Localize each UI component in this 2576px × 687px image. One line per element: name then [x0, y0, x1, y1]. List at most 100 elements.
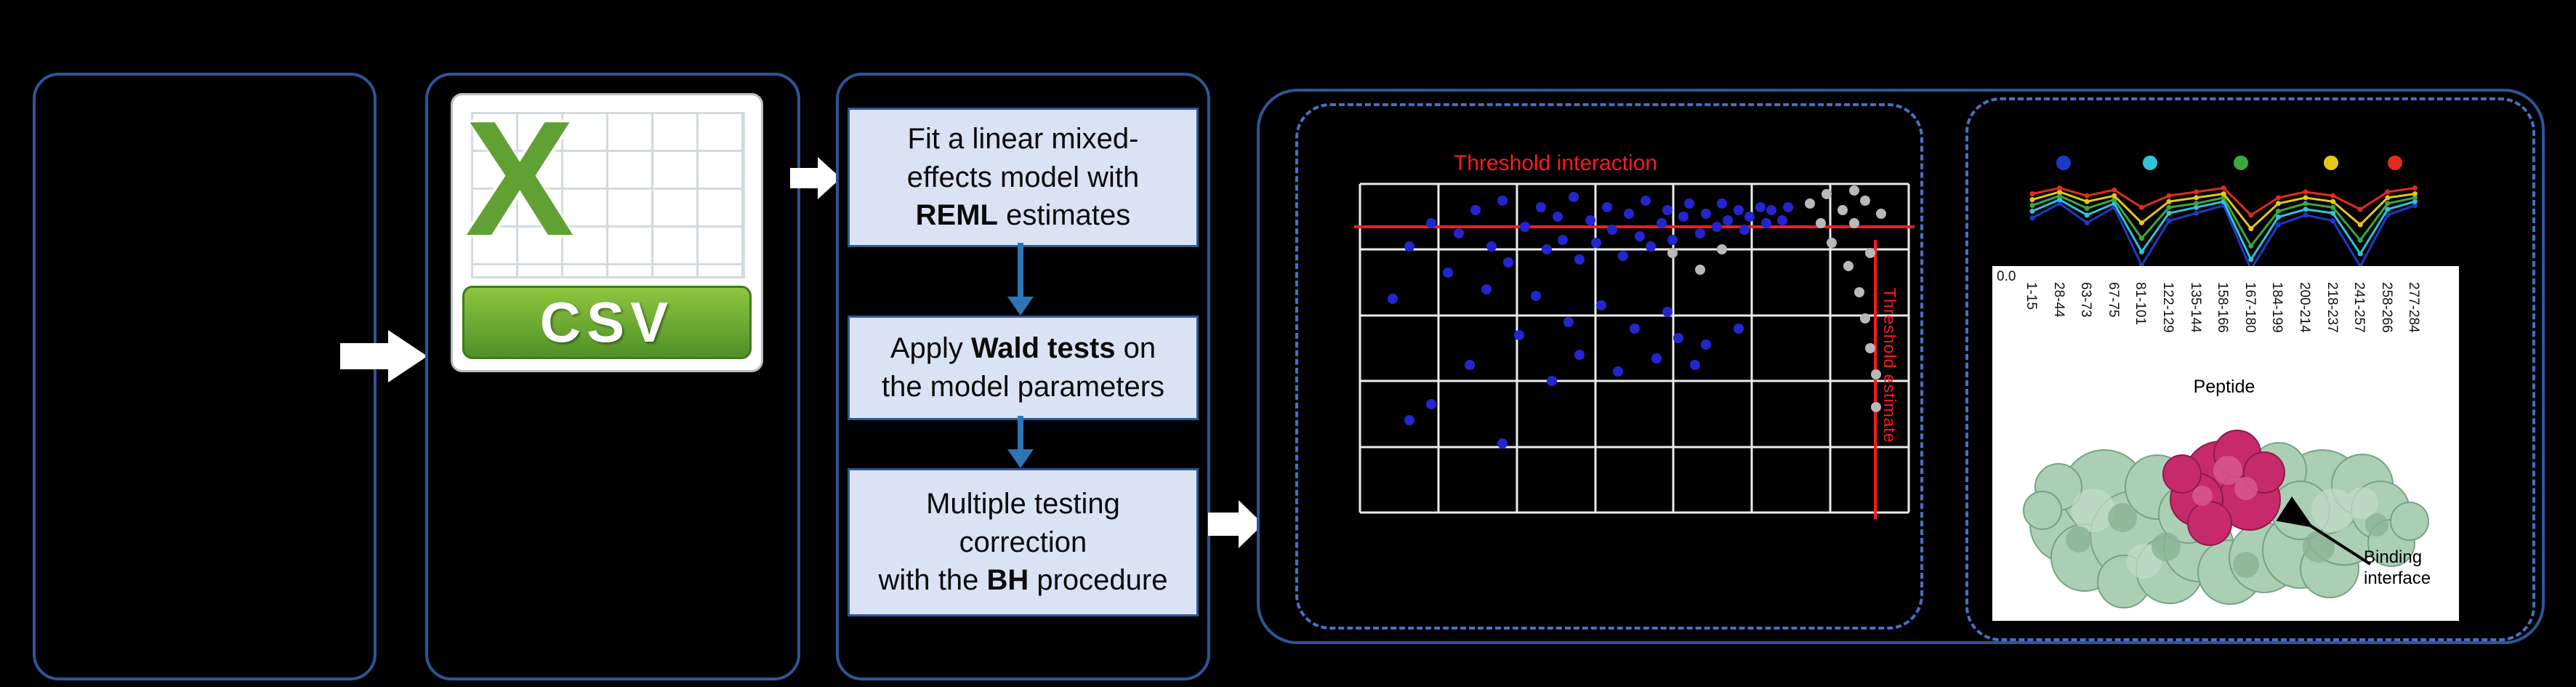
scatter-point [1755, 201, 1766, 212]
scatter-point [1486, 241, 1497, 252]
scatter-plot-area [1354, 182, 1915, 520]
grid-line-horizontal [1360, 379, 1909, 382]
uptake-series-point [2194, 195, 2199, 201]
uptake-series-point [2112, 187, 2117, 193]
uptake-series-point [2138, 236, 2144, 241]
step-box-wald: Apply Wald tests on the model parameters [848, 316, 1199, 420]
grid-line-horizontal [1360, 511, 1909, 514]
peptide-axis-labels: 1-15 28-44 63-73 67-75 81-101 122-129 135-144 1… [1992, 279, 2464, 381]
grid-line-vertical [1672, 184, 1675, 513]
grid-line-vertical [1594, 184, 1597, 513]
uptake-series-point [2385, 212, 2391, 218]
scatter-point [1870, 402, 1881, 413]
scatter-point [1859, 195, 1870, 206]
scatter-point [1596, 300, 1607, 311]
step-bh-post: procedure [1029, 564, 1168, 597]
threshold-line-horizontal [1354, 225, 1915, 228]
scatter-point [1689, 359, 1700, 370]
scatter-point [1470, 205, 1481, 216]
uptake-series-point [2330, 210, 2336, 216]
scatter-point [1574, 350, 1585, 361]
scatter-point [1782, 201, 1793, 212]
uptake-series-point [2303, 195, 2309, 201]
step-wald-pre: Apply [890, 332, 971, 365]
scatter-point [1733, 323, 1744, 334]
scatter-point [1465, 359, 1475, 370]
step-bh-pre: with the [878, 564, 987, 597]
uptake-series-point [2357, 222, 2363, 228]
peptide-tick-label: 135-144 [2187, 282, 2203, 333]
flow-arrow-right-1 [340, 330, 427, 382]
step-reml-line2: effects model with [906, 161, 1140, 193]
scatter-point [1843, 261, 1853, 271]
uptake-series-point [2138, 204, 2144, 210]
step-box-bh: Multiple testing correction with the BH … [848, 468, 1199, 616]
step-bh-line2: correction [959, 526, 1087, 558]
uptake-series-point [2221, 191, 2226, 197]
uptake-series-point [2084, 198, 2090, 204]
scatter-point [1722, 214, 1733, 225]
scatter-point [1541, 244, 1552, 255]
peptide-tick-label: 63-73 [2078, 282, 2094, 318]
csv-banner: CSV [462, 286, 752, 359]
scatter-point [1865, 343, 1876, 353]
scatter-point [1442, 268, 1453, 278]
grid-line-vertical [1907, 184, 1910, 513]
scatter-point [1623, 208, 1634, 219]
panel-peptide-structure [1965, 97, 2535, 641]
scatter-point [1635, 231, 1646, 242]
scatter-point [1760, 218, 1771, 229]
uptake-series-point [2084, 212, 2090, 218]
step-wald-post: on [1115, 332, 1156, 365]
scatter-point [1667, 234, 1678, 245]
uptake-series-point [2303, 206, 2309, 212]
grid-line-vertical [1516, 184, 1518, 513]
panel-blank-left [33, 73, 377, 680]
uptake-series-point [2330, 218, 2336, 224]
step-connector-arrow-2 [1007, 416, 1034, 468]
uptake-series-point [2166, 193, 2172, 198]
uptake-series-point [2357, 237, 2363, 243]
uptake-series-point [2303, 189, 2309, 195]
peptide-tick-label: 241-257 [2351, 282, 2367, 333]
uptake-series-point [2248, 212, 2254, 218]
excel-x-icon: X [464, 86, 575, 270]
uptake-series-point [2057, 201, 2063, 206]
scatter-point [1547, 376, 1558, 387]
scatter-point [1590, 238, 1601, 249]
scatter-point [1711, 221, 1722, 232]
scatter-point [1854, 287, 1865, 298]
legend-dot [2324, 156, 2338, 170]
uptake-series-point [2412, 198, 2418, 204]
scatter-point [1388, 294, 1398, 305]
peptide-tick-label: 218-237 [2324, 282, 2340, 333]
uptake-series-point [2275, 209, 2281, 214]
uptake-series-point [2385, 206, 2391, 212]
uptake-series-point [2166, 204, 2172, 210]
legend-dot [2056, 156, 2071, 170]
scatter-point [1404, 415, 1414, 426]
uptake-series-point [2385, 201, 2391, 206]
flow-arrow-right-3 [1208, 500, 1263, 548]
uptake-series-point [2166, 210, 2172, 216]
scatter-point [1657, 218, 1667, 229]
uptake-series-point [2330, 198, 2336, 204]
peptide-tick-label: 200-214 [2297, 282, 2312, 333]
uptake-series-point [2330, 193, 2336, 198]
grid-line-horizontal [1360, 248, 1909, 251]
peptide-tick-label: 67-75 [2105, 282, 2121, 318]
scatter-point [1497, 438, 1508, 449]
peptide-tick-label: 167-180 [2242, 282, 2258, 333]
uptake-series-point [2275, 222, 2281, 228]
scatter-point [1870, 369, 1881, 380]
legend-dot [2388, 156, 2402, 170]
peptide-tick-label: 258-266 [2378, 282, 2394, 333]
scatter-point [1651, 353, 1662, 363]
step-wald-line2: the model parameters [881, 371, 1165, 403]
scatter-point [1530, 290, 1541, 301]
scatter-point [1552, 212, 1563, 222]
uptake-series-point [2330, 204, 2336, 210]
threshold-estimate-label: Threshold estimate [1880, 288, 1899, 443]
step-reml-bold: REML [915, 199, 998, 232]
